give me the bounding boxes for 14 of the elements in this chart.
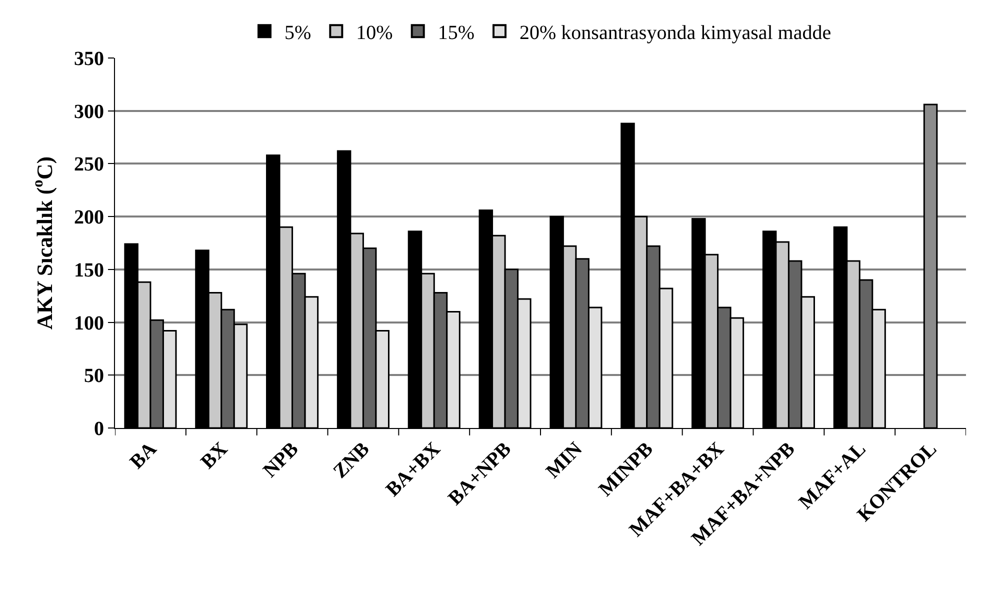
legend-label: 20% konsantrasyonda kimyasal madde [520,22,832,44]
x-tick-label: BA [126,438,162,474]
legend-label: 10% [356,22,393,44]
y-tick-label: 300 [74,100,104,123]
y-tick-label: 250 [74,154,104,176]
legend-label: 5% [284,22,312,44]
legend-label: 15% [438,22,475,44]
y-tick-label: 200 [74,206,104,229]
y-tick-label: 100 [74,312,104,334]
y-tick-label: 0 [94,418,104,440]
y-tick-label: 50 [84,365,104,388]
y-tick-label: 150 [74,259,104,282]
x-tick-label: BX [196,438,232,474]
y-tick-label: 350 [74,48,104,70]
